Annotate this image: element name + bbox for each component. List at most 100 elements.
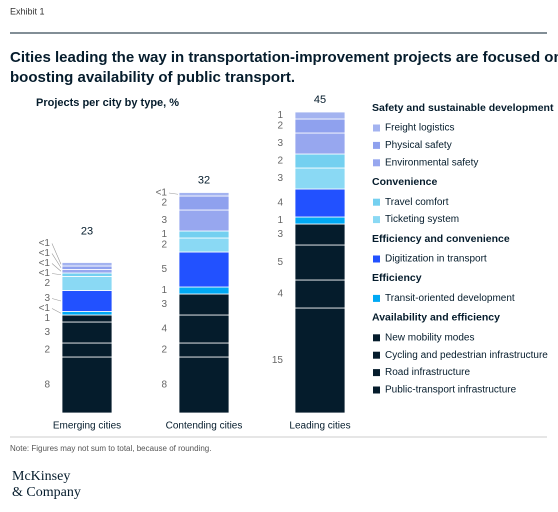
chart-title: boosting availability of public transpor… [10,69,295,86]
bar-segment [294,216,346,225]
value-label: <1 [39,248,51,259]
leader-line [51,298,62,302]
legend-label: New mobility modes [385,332,474,343]
legend-swatch [373,159,380,167]
legend-label: Freight logistics [385,123,454,134]
legend-group-title: Availability and efficiency [372,312,500,324]
bar-segment [61,321,113,344]
legend-swatch [373,334,380,342]
bar-segment [294,279,346,309]
legend-label: Ticketing system [385,214,459,225]
value-label: 8 [161,380,167,391]
exhibit-label: Exhibit 1 [10,6,45,16]
value-label: <1 [39,268,51,279]
legend-group-title: Safety and sustainable development [372,102,554,114]
leader-line [51,253,62,268]
chart-title: Cities leading the way in transportation… [10,49,558,66]
value-label: 5 [161,264,167,275]
value-label: 2 [161,345,167,356]
legend-swatch [373,351,380,359]
value-label: 3 [277,229,283,240]
leader-line [51,263,62,272]
bar-segment [61,276,113,291]
value-label: 1 [161,229,167,240]
bar-segment [61,342,113,358]
value-label: 15 [272,355,284,366]
value-label: 2 [161,198,167,209]
leader-line [168,192,179,195]
value-label: 4 [277,198,283,209]
legend-label: Digitization in transport [385,254,487,265]
value-label: 3 [277,138,283,149]
bar-segment [178,286,230,295]
value-label: 2 [277,121,283,132]
bar-segment [178,192,230,197]
legend-label: Cycling and pedestrian infrastructure [385,350,548,361]
logo: McKinsey [12,469,70,484]
bar-segment [61,356,113,414]
bar-segment [61,269,113,274]
legend-label: Public-transport infrastructure [385,385,517,396]
x-tick-label: Leading cities [289,421,350,432]
value-label: <1 [39,303,51,314]
value-label: 1 [277,215,283,226]
value-label: 1 [277,110,283,121]
bar-segment [61,265,113,270]
legend-label: Road infrastructure [385,367,470,378]
legend-label: Travel comfort [385,197,449,208]
bar-segment [61,262,113,267]
bar-segment [294,132,346,155]
value-label: <1 [39,258,51,269]
value-label: 3 [277,173,283,184]
value-label: <1 [39,238,51,249]
y-label: Projects per city by type, % [36,97,179,109]
value-label: 1 [44,313,50,324]
legend-swatch [373,124,380,132]
value-label: 2 [44,345,50,356]
bar-segment [294,167,346,190]
bar-segment [294,188,346,218]
bar-segment [61,314,113,323]
legend-group-title: Efficiency and convenience [372,233,510,245]
bar-segment [294,118,346,134]
value-label: 1 [161,285,167,296]
legend-swatch [373,255,380,263]
legend-label: Physical safety [385,140,452,151]
bar-segment [294,307,346,414]
bar-segment [178,230,230,239]
value-label: 3 [44,327,50,338]
note: Note: Figures may not sum to total, beca… [10,444,211,453]
value-label: <1 [156,188,168,199]
bar-segment [178,251,230,288]
value-label: 3 [44,293,50,304]
leader-line [51,243,62,265]
value-label: 3 [161,215,167,226]
value-label: 4 [161,324,167,335]
bar-segment [294,111,346,120]
value-label: 2 [277,156,283,167]
legend-group-title: Efficiency [372,272,422,284]
leader-line [51,273,62,276]
value-label: 5 [277,257,283,268]
legend-swatch [373,141,380,149]
bar-segment [294,223,346,246]
legend-swatch [373,386,380,394]
value-label: 2 [44,278,50,289]
bar-segment [178,293,230,316]
value-label: 2 [161,240,167,251]
x-tick-label: Contending cities [166,421,243,432]
total-label: 23 [81,225,93,237]
value-label: 4 [277,289,283,300]
legend-swatch [373,216,380,224]
x-tick-label: Emerging cities [53,421,121,432]
bar-segment [61,290,113,312]
logo: & Company [12,485,81,500]
bar-segment [178,237,230,253]
legend-swatch [373,369,380,377]
total-label: 45 [314,94,326,106]
value-label: 3 [161,299,167,310]
value-label: 8 [44,380,50,391]
legend-swatch [373,198,380,206]
bar-segment [294,153,346,169]
